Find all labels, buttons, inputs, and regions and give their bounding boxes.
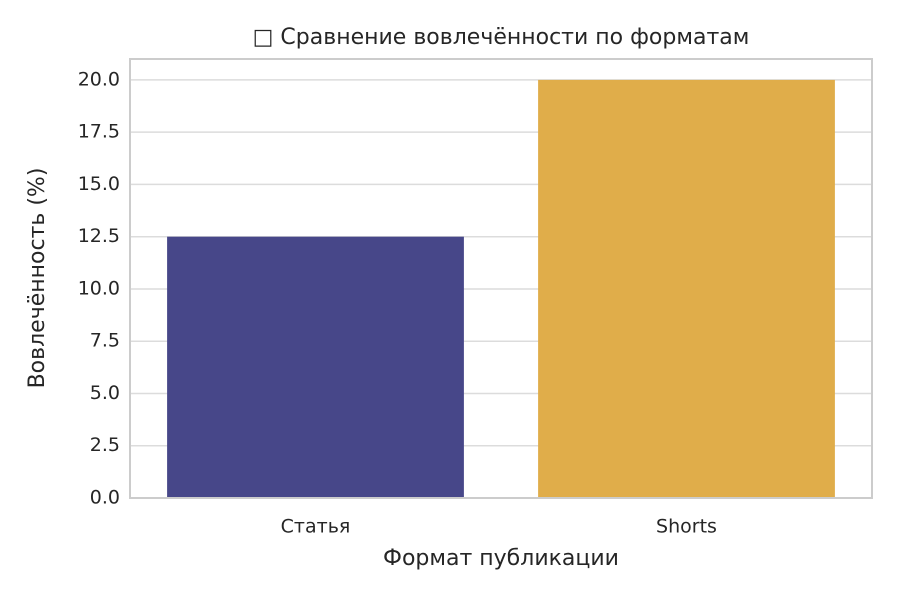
chart-title: □ Сравнение вовлечённости по форматам	[253, 25, 750, 50]
y-tick-label: 2.5	[90, 434, 120, 456]
x-tick-label: Статья	[281, 516, 351, 538]
y-tick-label: 20.0	[78, 68, 120, 90]
plot-frame	[129, 58, 873, 499]
bar	[167, 236, 464, 498]
y-tick-label: 12.5	[78, 225, 120, 247]
y-tick-label: 5.0	[90, 382, 120, 404]
x-axis-label: Формат публикации	[383, 546, 619, 571]
y-tick-label: 7.5	[90, 330, 120, 352]
y-tick-label: 10.0	[78, 277, 120, 299]
y-tick-label: 15.0	[78, 173, 120, 195]
y-tick-label: 17.5	[78, 121, 120, 143]
x-tick-label: Shorts	[656, 516, 717, 538]
y-axis-label: Вовлечённость (%)	[25, 168, 50, 389]
y-tick-label: 0.0	[90, 487, 120, 509]
bar	[538, 79, 835, 499]
